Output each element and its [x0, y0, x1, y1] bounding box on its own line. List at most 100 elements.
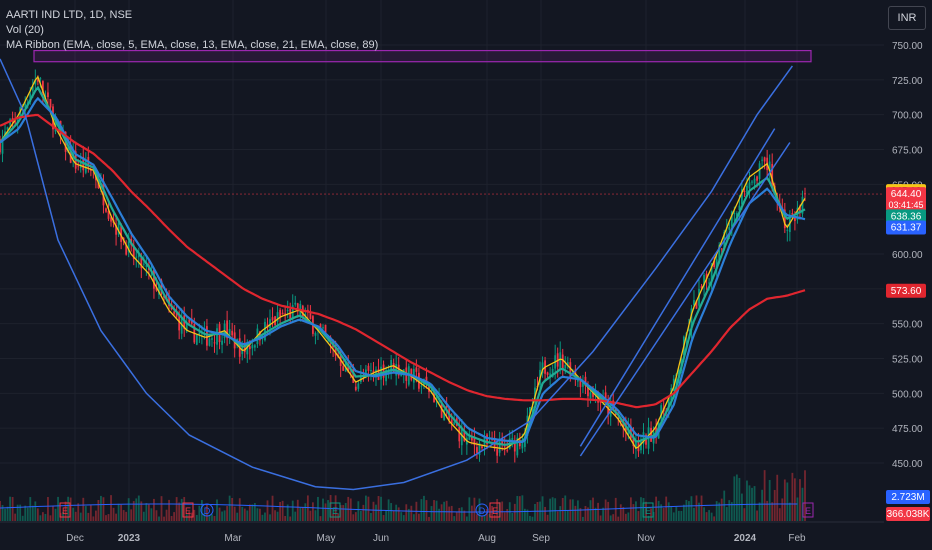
- volume-bar: [274, 510, 276, 521]
- volume-bar: [448, 506, 451, 521]
- volume-bar: [551, 497, 554, 521]
- volume-bar: [493, 515, 496, 521]
- volume-bar: [259, 508, 261, 521]
- countdown-text: 03:41:45: [888, 200, 923, 210]
- volume-bar: [682, 504, 685, 521]
- candle-body: [746, 185, 748, 194]
- volume-bar: [783, 479, 786, 521]
- volume-bar: [397, 507, 400, 521]
- volume-bar: [163, 516, 165, 521]
- volume-bar: [541, 496, 544, 521]
- candle-body: [352, 369, 355, 383]
- event-letter: E: [332, 506, 338, 516]
- volume-bar: [354, 512, 357, 521]
- candle-body: [476, 447, 478, 453]
- x-tick-label: 2023: [118, 533, 141, 544]
- candle-body: [102, 181, 105, 206]
- volume-bar: [688, 501, 690, 521]
- volume-bar: [153, 498, 155, 521]
- volume-bar: [47, 497, 49, 521]
- candle-body: [6, 127, 9, 130]
- volume-label-box: [886, 490, 930, 504]
- axes: 750.00725.00700.00675.00650.00625.00600.…: [0, 41, 923, 544]
- volume-label-text: 2.723M: [891, 492, 924, 503]
- volume-bar: [92, 516, 95, 521]
- volume-bar: [632, 504, 635, 521]
- volume-bar: [84, 506, 87, 521]
- symbol-title[interactable]: AARTI IND LTD, 1D, NSE: [6, 9, 133, 21]
- volume-bar: [455, 512, 458, 521]
- volume-bar: [41, 512, 44, 521]
- candle-body: [382, 364, 385, 378]
- volume-bar: [357, 501, 360, 521]
- candle-body: [794, 216, 796, 222]
- volume-bar: [703, 507, 705, 521]
- candle-body: [375, 369, 377, 378]
- volume-bar: [534, 503, 536, 521]
- volume-bar: [145, 503, 148, 521]
- candle-body: [367, 365, 370, 371]
- trendlines[interactable]: [0, 58, 794, 491]
- candle-body: [155, 287, 158, 291]
- candle-body: [506, 450, 509, 452]
- candle-body: [271, 317, 274, 321]
- volume-bar: [132, 501, 135, 521]
- volume-bar: [700, 495, 703, 521]
- volume-bar: [407, 508, 410, 521]
- volume-bar: [317, 496, 319, 521]
- volume-bar: [695, 495, 698, 521]
- volume-bar: [675, 506, 678, 521]
- volume-bar: [773, 489, 776, 521]
- volume-bar: [54, 508, 57, 521]
- volume-bar: [486, 509, 488, 521]
- currency-button[interactable]: INR: [888, 6, 926, 30]
- candle-body: [516, 437, 519, 456]
- candle-body: [705, 273, 708, 280]
- volume-bar: [150, 508, 153, 521]
- volume-bar: [57, 496, 59, 521]
- volume-bar: [725, 507, 728, 521]
- volume-bar: [135, 498, 138, 521]
- volume-bar: [251, 504, 254, 521]
- volume-bar: [690, 496, 693, 521]
- volume-bar: [488, 514, 491, 521]
- candle-body: [135, 256, 138, 258]
- volume-bar: [665, 496, 668, 521]
- candle-body: [703, 274, 705, 286]
- volume-bar: [94, 510, 97, 521]
- candle-body: [342, 366, 345, 371]
- volume-bar: [735, 474, 738, 521]
- supply-zone[interactable]: [33, 49, 812, 63]
- y-tick-label: 675.00: [892, 146, 923, 157]
- candle-body: [294, 302, 297, 305]
- candle-body: [564, 365, 567, 369]
- volume-bar: [11, 497, 14, 521]
- volume-bar: [609, 515, 612, 521]
- candle-body: [486, 434, 488, 445]
- candle-body: [198, 332, 201, 335]
- volume-bar: [574, 505, 577, 521]
- volume-bar: [463, 510, 466, 521]
- candle-body: [365, 369, 367, 375]
- volume-indicator-label[interactable]: Vol (20): [6, 24, 44, 36]
- price-label-box: [886, 220, 926, 235]
- volume-bar: [31, 505, 34, 521]
- event-letter: D: [479, 506, 486, 516]
- ma-ribbon-indicator-label[interactable]: MA Ribbon (EMA, close, 5, EMA, close, 13…: [6, 39, 379, 51]
- y-tick-label: 700.00: [892, 111, 923, 122]
- candle-body: [569, 362, 572, 378]
- volume-bar: [756, 510, 758, 521]
- candle-body: [541, 362, 544, 374]
- volume-bar: [491, 505, 493, 521]
- volume-bar: [776, 474, 779, 521]
- candle-body: [89, 170, 92, 172]
- volume-bar: [713, 516, 716, 521]
- candle-body: [392, 363, 395, 373]
- candle-body: [559, 352, 562, 370]
- candle-body: [453, 422, 456, 425]
- candle-body: [741, 189, 743, 205]
- candle-body: [178, 314, 181, 331]
